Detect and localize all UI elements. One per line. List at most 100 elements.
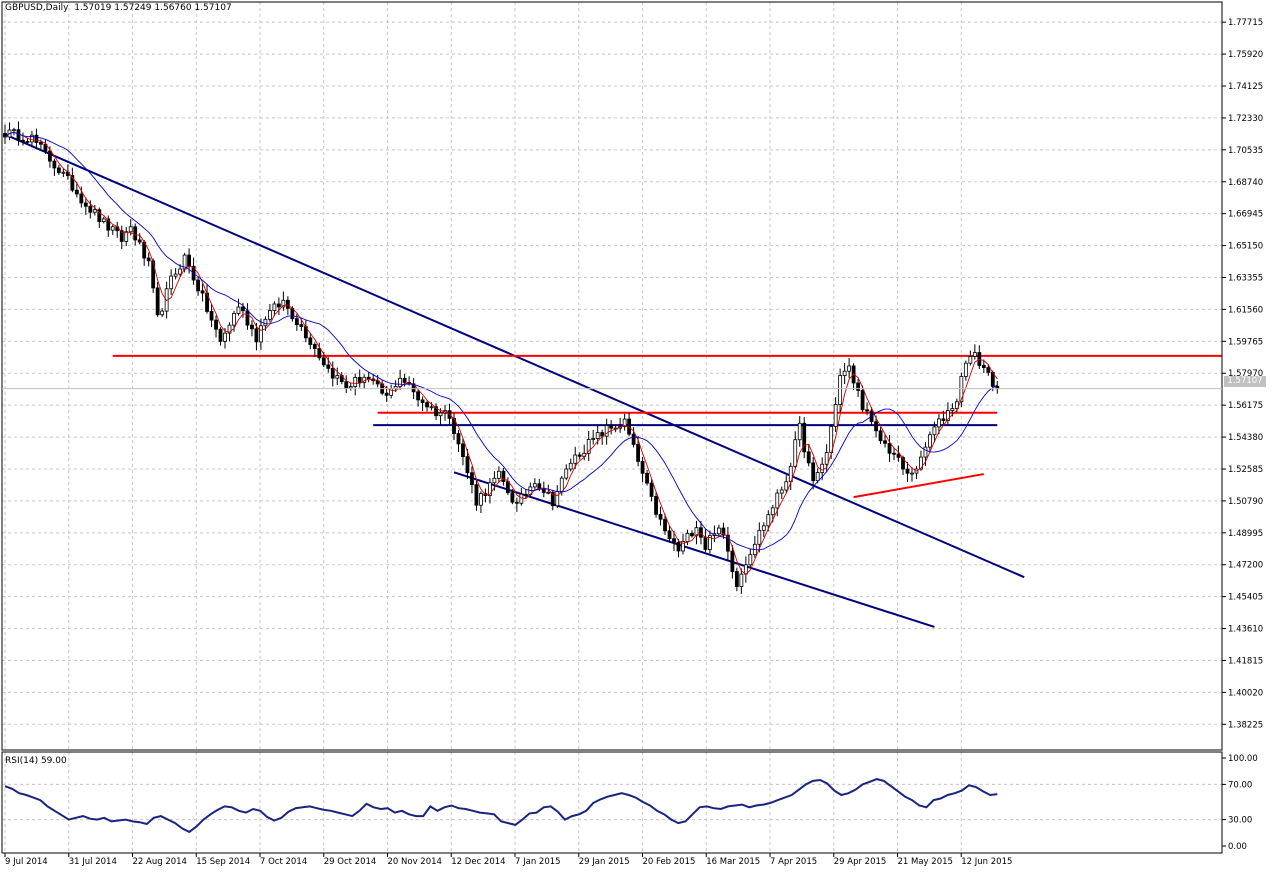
candle-body xyxy=(896,453,901,458)
time-tick-label: 12 Jun 2015 xyxy=(961,857,1012,867)
rsi-tick-label: 100.00 xyxy=(1228,754,1258,764)
price-tick-label: 1.63355 xyxy=(1228,273,1263,283)
candle-body xyxy=(250,324,254,330)
candle-body xyxy=(488,482,492,496)
main-grid xyxy=(2,2,1222,750)
candle-body xyxy=(106,218,111,231)
candle-body xyxy=(523,493,528,496)
candle-body xyxy=(83,202,88,207)
candle-body xyxy=(941,418,946,421)
candle-body xyxy=(173,273,178,277)
candle-body xyxy=(667,530,672,540)
candle-body xyxy=(820,463,825,473)
candle-body xyxy=(856,382,860,391)
candle-body xyxy=(285,299,290,309)
candle-body xyxy=(595,432,600,439)
time-tick-label: 31 Jul 2014 xyxy=(69,857,117,867)
open-value: 1.57019 xyxy=(74,3,112,13)
candle-body xyxy=(690,533,694,537)
candle-body xyxy=(425,402,429,408)
price-tick-label: 1.43610 xyxy=(1228,625,1263,635)
candle-body xyxy=(241,306,245,312)
candle-body xyxy=(919,456,923,470)
price-tick-label: 1.45405 xyxy=(1228,593,1263,603)
candle-body xyxy=(842,370,847,376)
candle-body xyxy=(847,365,852,372)
time-tick-label: 16 Mar 2015 xyxy=(706,857,760,867)
candle-body xyxy=(43,143,48,152)
candle-body xyxy=(622,418,627,427)
time-tick-label: 20 Feb 2015 xyxy=(643,857,696,867)
price-tick-label: 1.72330 xyxy=(1228,114,1263,124)
candle-body xyxy=(910,472,914,475)
price-tick-label: 1.68740 xyxy=(1228,178,1263,188)
candle-body xyxy=(25,141,30,143)
candle-body xyxy=(30,134,34,143)
price-tick-label: 1.52585 xyxy=(1228,465,1263,475)
candle-body xyxy=(456,433,461,445)
time-tick-label: 12 Dec 2014 xyxy=(451,857,505,867)
candle-body xyxy=(766,514,771,527)
time-tick-label: 29 Oct 2014 xyxy=(324,857,377,867)
candle-body xyxy=(232,313,236,326)
price-axis: 1.77715 1.75920 1.74125 1.72330 1.70535 1.687… xyxy=(1222,18,1263,730)
candle-body xyxy=(699,527,703,538)
price-tick-label: 1.66945 xyxy=(1228,210,1263,220)
time-tick-label: 7 Oct 2014 xyxy=(260,857,307,867)
price-tick-label: 1.57970 xyxy=(1228,369,1263,379)
candle-body xyxy=(654,496,658,515)
candle-body xyxy=(878,430,883,442)
candle-body xyxy=(757,529,762,545)
candle-body xyxy=(92,209,97,213)
candle-body xyxy=(52,160,57,169)
candle-body xyxy=(398,377,403,387)
candle-body xyxy=(169,275,174,290)
candle-body xyxy=(874,421,878,432)
candle-body xyxy=(281,299,286,308)
candle-body xyxy=(214,319,218,330)
high-value: 1.57249 xyxy=(114,3,152,13)
candle-body xyxy=(928,434,932,448)
candle-body xyxy=(88,205,93,213)
candle-body xyxy=(492,477,497,484)
candle-body xyxy=(793,439,798,467)
price-tick-label: 1.56175 xyxy=(1228,401,1263,411)
candle-body xyxy=(335,375,340,379)
candle-body xyxy=(730,550,735,572)
price-tick-label: 1.70535 xyxy=(1228,146,1263,156)
candle-body xyxy=(640,460,645,474)
candle-body xyxy=(236,306,241,314)
candle-body xyxy=(797,422,802,441)
moving-averages xyxy=(4,131,998,575)
candle-body xyxy=(344,381,349,389)
candle-body xyxy=(681,541,685,552)
candle-body xyxy=(685,533,690,542)
candle-body xyxy=(187,254,191,267)
price-tick-label: 1.77715 xyxy=(1228,18,1263,28)
candle-body xyxy=(326,364,331,369)
candle-body xyxy=(357,377,362,383)
candle-body xyxy=(725,534,730,552)
candle-body xyxy=(496,470,501,479)
candle-body xyxy=(815,472,820,482)
candle-body xyxy=(348,386,353,389)
candle-body xyxy=(573,454,578,464)
candle-body xyxy=(519,493,524,504)
candle-body xyxy=(510,492,515,503)
candle-body xyxy=(645,472,649,484)
candle-body xyxy=(761,525,766,531)
candle-body xyxy=(555,491,560,507)
candle-body xyxy=(263,318,268,327)
candle-body xyxy=(272,303,277,311)
candle-body xyxy=(384,392,389,396)
candle-body xyxy=(276,303,281,308)
candle-body xyxy=(416,391,420,401)
candle-body xyxy=(541,488,546,493)
candle-body xyxy=(883,440,887,444)
candle-body xyxy=(703,536,708,550)
candle-body xyxy=(708,535,712,550)
price-tick-label: 1.54380 xyxy=(1228,433,1263,443)
candle-body xyxy=(39,142,43,145)
close-value: 1.57107 xyxy=(194,3,232,13)
candle-body xyxy=(811,462,816,482)
